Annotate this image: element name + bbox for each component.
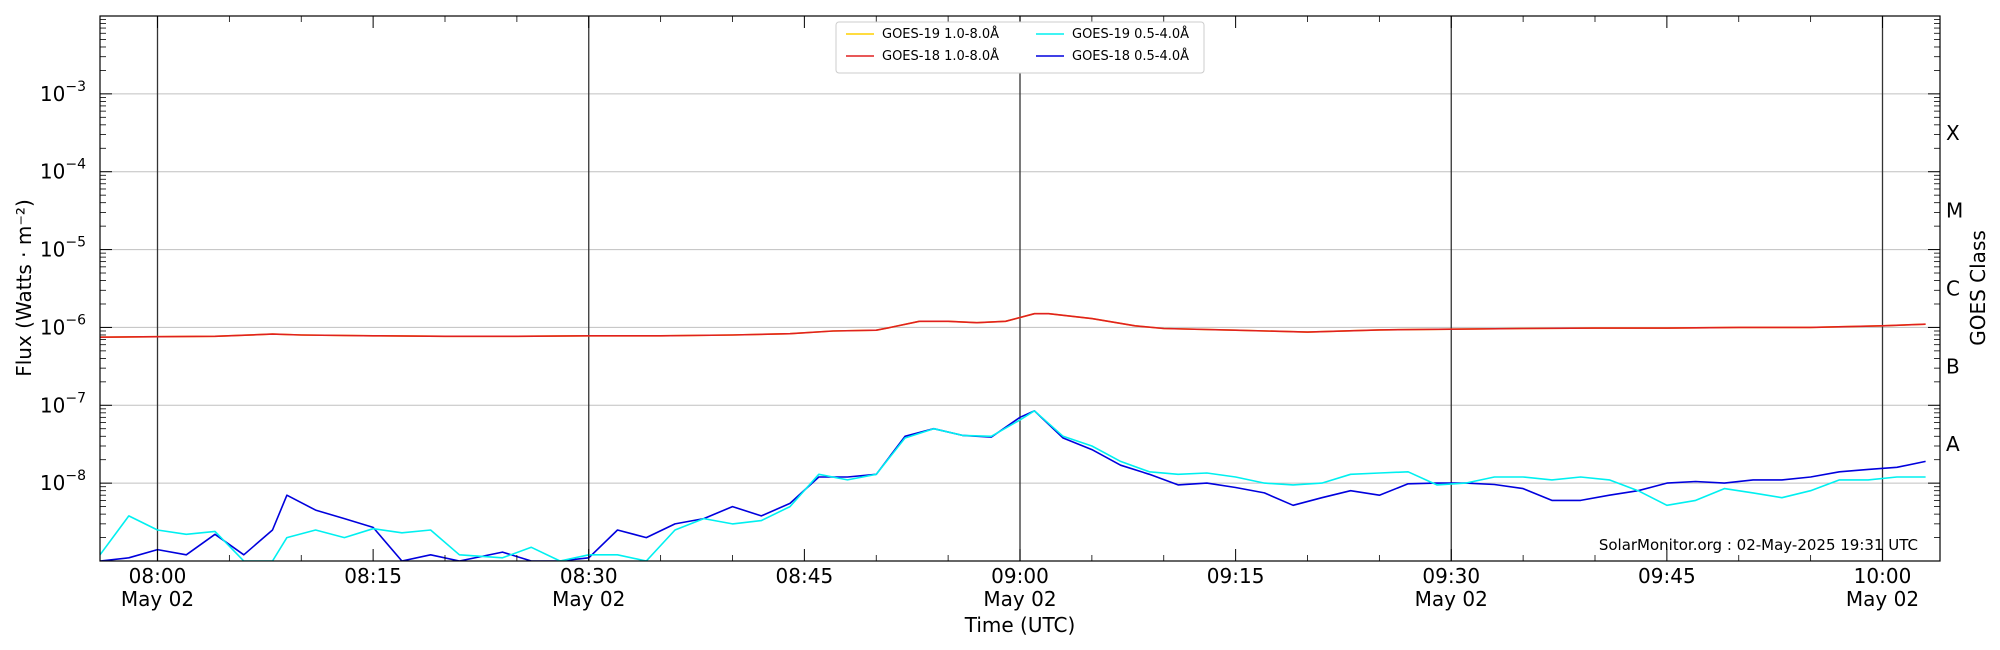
y-tick-label: 10−6 <box>40 312 86 339</box>
x-tick-label-time: 09:45 <box>1638 564 1696 588</box>
y-tick-exponent: −4 <box>65 157 86 173</box>
y-tick-exponent: −6 <box>65 312 86 328</box>
goes-class-label: C <box>1946 277 1960 301</box>
y-tick-label: 10−5 <box>40 235 86 262</box>
x-tick-label-time: 08:00 <box>129 564 187 588</box>
y-tick-exponent: −8 <box>65 468 86 484</box>
x-axis-title: Time (UTC) <box>964 613 1076 637</box>
series-line <box>100 312 1926 338</box>
goes-class-label: X <box>1946 121 1960 145</box>
x-tick-label-time: 09:00 <box>991 564 1049 588</box>
x-tick-label-time: 08:15 <box>344 564 402 588</box>
legend-label: GOES-19 0.5-4.0Å <box>1072 26 1189 42</box>
y-tick-base: 10 <box>40 393 65 417</box>
y-axis-title: Flux (Watts · m⁻²) <box>12 199 36 377</box>
x-tick-label-date: May 02 <box>552 587 625 611</box>
goes-class-label: M <box>1946 199 1963 223</box>
y-tick-label: 10−7 <box>40 390 86 417</box>
series-line <box>100 409 1926 561</box>
x-tick-label-time: 09:30 <box>1422 564 1480 588</box>
day-vertical-lines <box>156 16 1884 561</box>
y-tick-label: 10−8 <box>40 468 86 495</box>
goes-class-label: B <box>1946 354 1960 378</box>
x-tick-label-date: May 02 <box>1415 587 1488 611</box>
legend-box <box>835 21 1205 74</box>
y-tick-base: 10 <box>40 315 65 339</box>
y2-axis-title: GOES Class <box>1966 230 1990 346</box>
goes-class-label: A <box>1946 432 1960 456</box>
credit-text: SolarMonitor.org : 02-May-2025 19:31 UTC <box>1599 536 1918 554</box>
x-tick-label-date: May 02 <box>983 587 1056 611</box>
x-tick-label-time: 08:30 <box>560 564 618 588</box>
x-tick-label-date: May 02 <box>1846 587 1919 611</box>
series-line <box>100 312 1926 338</box>
series-line <box>100 409 1926 561</box>
axis-ticks <box>100 16 1940 561</box>
legend-label: GOES-18 0.5-4.0Å <box>1072 48 1189 64</box>
y-tick-label: 10−4 <box>40 157 86 184</box>
x-tick-label-time: 10:00 <box>1854 564 1912 588</box>
series-lines <box>100 312 1926 561</box>
y-tick-base: 10 <box>40 238 65 262</box>
y-tick-label: 10−3 <box>40 79 86 106</box>
y-tick-exponent: −5 <box>65 235 86 251</box>
y-tick-labels: 10−310−410−510−610−710−8 <box>40 79 86 495</box>
y-tick-base: 10 <box>40 82 65 106</box>
y-tick-base: 10 <box>40 471 65 495</box>
y-tick-base: 10 <box>40 160 65 184</box>
legend-label: GOES-19 1.0-8.0Å <box>882 26 999 42</box>
goes-class-labels: X M C B A <box>1946 121 1963 456</box>
y-tick-exponent: −3 <box>65 79 86 95</box>
x-tick-label-date: May 02 <box>121 587 194 611</box>
x-tick-label-time: 09:15 <box>1207 564 1265 588</box>
x-tick-label-time: 08:45 <box>776 564 834 588</box>
y-tick-exponent: −7 <box>65 390 86 406</box>
legend-label: GOES-18 1.0-8.0Å <box>882 48 999 64</box>
legend: GOES-19 1.0-8.0Å GOES-18 1.0-8.0Å GOES-19 … <box>835 21 1205 74</box>
